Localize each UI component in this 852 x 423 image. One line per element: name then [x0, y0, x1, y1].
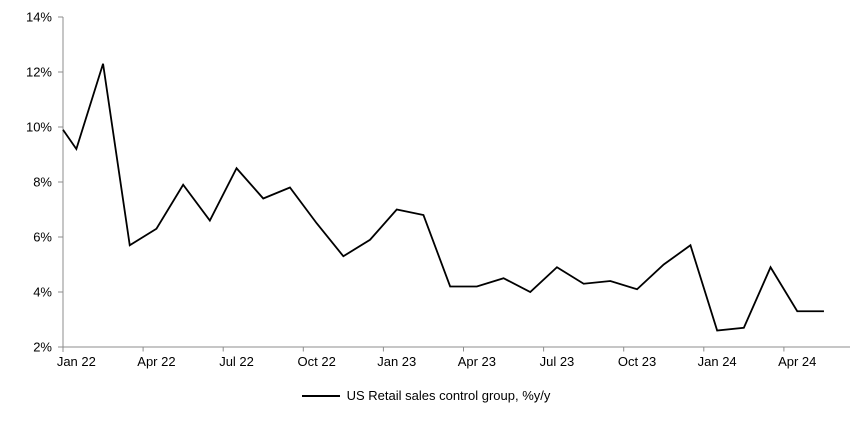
- y-tick-labels: 2% 4% 6% 8% 10% 12% 14%: [26, 10, 52, 355]
- x-tick-label: Oct 22: [298, 354, 336, 369]
- legend-label: US Retail sales control group, %y/y: [346, 388, 551, 403]
- series-line: [62, 63, 824, 332]
- axes: [58, 16, 850, 352]
- y-tick-label: 8%: [33, 175, 52, 190]
- y-tick-label: 4%: [33, 285, 52, 300]
- legend-line-sample: [301, 394, 340, 397]
- y-tick-label: 14%: [26, 10, 52, 25]
- plot-area: 2% 4% 6% 8% 10% 12% 14% Jan 22 Apr 22 Jul 22 Oct 2…: [26, 10, 850, 369]
- x-tick-label: Jul 22: [219, 354, 254, 369]
- x-tick-label: Jan 23: [377, 354, 416, 369]
- y-tick-label: 10%: [26, 120, 52, 135]
- x-tick-label: Oct 23: [618, 354, 656, 369]
- x-tick-label: Jan 22: [57, 354, 96, 369]
- x-tick-label: Apr 22: [137, 354, 175, 369]
- y-tick-label: 12%: [26, 65, 52, 80]
- y-tick-label: 2%: [33, 340, 52, 355]
- x-tick-labels: Jan 22 Apr 22 Jul 22 Oct 22 Jan 23 Apr 23 Jul …: [57, 354, 817, 369]
- x-tick-label: Apr 23: [458, 354, 496, 369]
- x-tick-label: Jan 24: [698, 354, 737, 369]
- y-tick-label: 6%: [33, 230, 52, 245]
- legend: US Retail sales control group, %y/y: [0, 388, 852, 403]
- x-tick-label: Apr 24: [778, 354, 816, 369]
- x-tick-label: Jul 23: [540, 354, 575, 369]
